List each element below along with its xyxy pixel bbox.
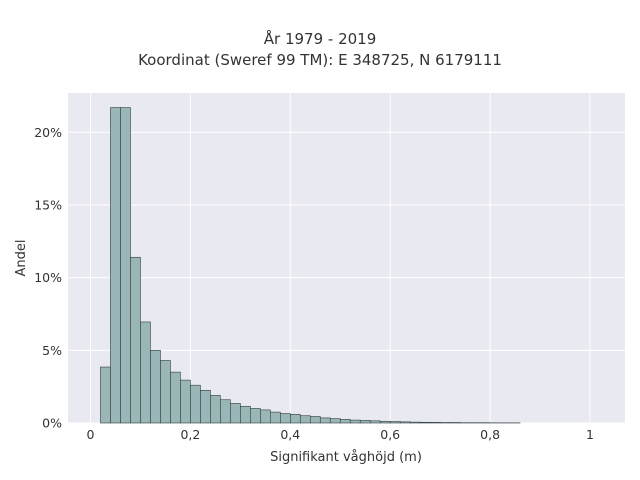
histogram-bar	[379, 420, 391, 424]
histogram-bar	[309, 416, 321, 424]
histogram-bar	[170, 371, 181, 424]
y-tick-label: 15%	[34, 197, 62, 212]
histogram-bar	[120, 107, 131, 424]
histogram-bar	[190, 384, 201, 424]
y-tick-label: 20%	[34, 125, 62, 140]
histogram-bar	[150, 350, 161, 424]
histogram-bar	[419, 421, 431, 424]
x-tick-label: 0,2	[180, 427, 200, 442]
x-tick-label: 1	[586, 427, 594, 442]
x-tick-label: 0,4	[280, 427, 300, 442]
histogram-bar	[369, 420, 381, 424]
histogram-bar	[329, 418, 341, 424]
histogram-bar	[429, 422, 441, 424]
x-tick-label: 0,8	[480, 427, 500, 442]
x-axis-label: Signifikant våghöjd (m)	[270, 450, 422, 465]
histogram-bar	[389, 421, 401, 424]
chart-subtitle: Koordinat (Sweref 99 TM): E 348725, N 61…	[138, 51, 502, 69]
histogram-bar	[260, 409, 271, 424]
histogram-bar	[349, 419, 361, 424]
histogram-bar	[140, 321, 151, 424]
histogram-bar	[339, 419, 351, 424]
y-tick-label: 0%	[42, 416, 62, 431]
histogram-bar	[200, 389, 211, 424]
histogram-bar	[299, 415, 311, 424]
histogram-bar	[100, 366, 111, 424]
histogram-bar	[319, 417, 331, 424]
y-axis-label: Andel	[14, 240, 29, 277]
y-tick-label: 5%	[42, 343, 62, 358]
chart-title: År 1979 - 2019	[263, 30, 377, 48]
histogram-bar	[130, 256, 141, 424]
histogram-bar	[220, 399, 231, 424]
x-tick-label: 0,6	[380, 427, 400, 442]
histogram-bar	[240, 405, 251, 424]
histogram-bar	[230, 403, 241, 424]
histogram-bar	[210, 395, 221, 424]
histogram-bar	[180, 379, 191, 424]
y-tick-label: 10%	[34, 270, 62, 285]
histogram-bar	[280, 413, 291, 424]
histogram-bar	[409, 421, 421, 424]
histogram-bar	[250, 408, 261, 424]
histogram-bar	[290, 413, 301, 424]
histogram-bar	[110, 107, 121, 424]
histogram-bar	[270, 411, 281, 424]
histogram-bar	[160, 360, 171, 424]
x-tick-label: 0	[87, 427, 95, 442]
histogram-bar	[399, 421, 411, 424]
histogram-bar	[359, 420, 371, 424]
